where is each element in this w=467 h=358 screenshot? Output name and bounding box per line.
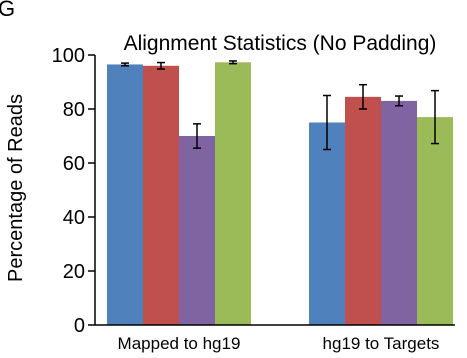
error-bar (323, 94, 331, 151)
chart-title: Alignment Statistics (No Padding) (124, 32, 437, 55)
bar (215, 62, 251, 325)
y-tick-label: 60 (63, 153, 85, 175)
y-tick-label: 0 (74, 315, 85, 337)
y-tick-label: 100 (52, 45, 85, 67)
error-bar (193, 123, 201, 149)
y-axis-ticks: 0 20 40 60 80 100 (52, 45, 95, 337)
bar (417, 117, 453, 325)
y-tick-label: 40 (63, 207, 85, 229)
error-bar (395, 95, 403, 107)
error-bar (157, 61, 165, 70)
x-axis-ticks: Mapped to hg19 hg19 to Targets (118, 334, 440, 353)
bar (345, 96, 381, 325)
y-tick-label: 20 (63, 261, 85, 283)
bar (179, 136, 215, 325)
panel-label: G (0, 0, 15, 21)
y-tick-label: 80 (63, 99, 85, 121)
error-bar (359, 83, 367, 110)
x-tick-label: Mapped to hg19 (118, 334, 241, 353)
bar (309, 122, 345, 325)
bars (107, 60, 453, 326)
y-axis-label: Percentage of Reads (5, 94, 27, 282)
error-bar (229, 60, 237, 65)
error-bar (431, 89, 439, 145)
x-tick-label: hg19 to Targets (323, 334, 440, 353)
error-bar (121, 62, 129, 67)
bar (143, 65, 179, 326)
bar (107, 64, 143, 325)
bar (381, 100, 417, 326)
